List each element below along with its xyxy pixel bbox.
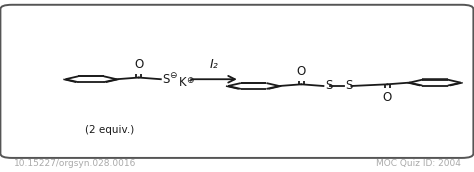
FancyBboxPatch shape <box>0 5 474 158</box>
Text: ⊕: ⊕ <box>186 76 194 85</box>
Text: S: S <box>345 79 353 92</box>
Text: O: O <box>134 58 143 71</box>
Text: S: S <box>163 73 170 86</box>
Text: S: S <box>325 79 332 92</box>
Text: O: O <box>297 65 306 78</box>
Text: MOC Quiz ID: 2004: MOC Quiz ID: 2004 <box>375 159 460 168</box>
Text: K: K <box>179 76 186 89</box>
Text: 10.15227/orgsyn.028.0016: 10.15227/orgsyn.028.0016 <box>14 159 137 168</box>
Text: ⊖: ⊖ <box>169 71 176 79</box>
Text: I₂: I₂ <box>210 58 219 71</box>
Text: O: O <box>383 91 392 104</box>
Text: (2 equiv.): (2 equiv.) <box>85 125 134 135</box>
